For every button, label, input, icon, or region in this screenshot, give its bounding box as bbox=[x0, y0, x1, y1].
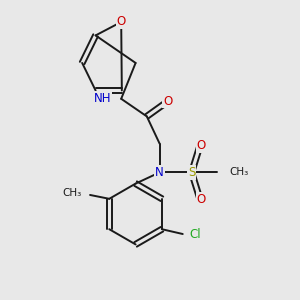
Text: Cl: Cl bbox=[190, 227, 201, 241]
Text: O: O bbox=[196, 139, 206, 152]
Text: O: O bbox=[163, 94, 172, 107]
Text: N: N bbox=[155, 166, 164, 179]
Text: CH₃: CH₃ bbox=[63, 188, 82, 198]
Text: S: S bbox=[188, 166, 195, 179]
Text: NH: NH bbox=[94, 92, 111, 105]
Text: O: O bbox=[196, 193, 206, 206]
Text: CH₃: CH₃ bbox=[230, 167, 249, 177]
Text: O: O bbox=[117, 16, 126, 28]
